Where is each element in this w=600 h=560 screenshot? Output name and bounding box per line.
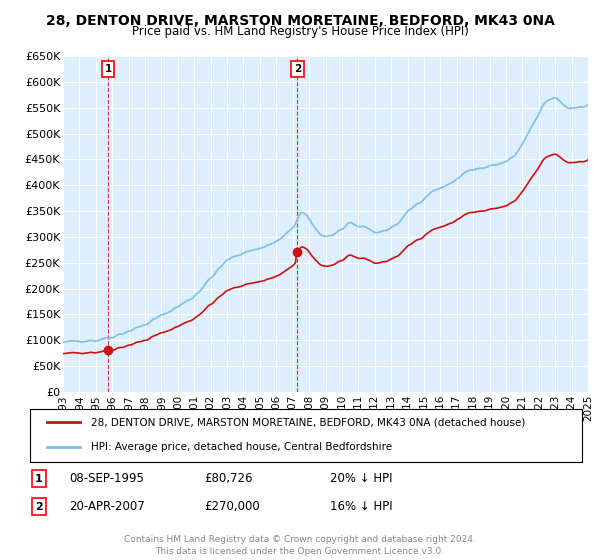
Text: 20-APR-2007: 20-APR-2007 xyxy=(69,500,145,514)
Text: 28, DENTON DRIVE, MARSTON MORETAINE, BEDFORD, MK43 0NA (detached house): 28, DENTON DRIVE, MARSTON MORETAINE, BED… xyxy=(91,417,525,427)
Text: 1: 1 xyxy=(104,64,112,74)
Text: Contains HM Land Registry data © Crown copyright and database right 2024.
This d: Contains HM Land Registry data © Crown c… xyxy=(124,535,476,556)
Text: Price paid vs. HM Land Registry's House Price Index (HPI): Price paid vs. HM Land Registry's House … xyxy=(131,25,469,38)
Text: 2: 2 xyxy=(35,502,43,512)
Text: HPI: Average price, detached house, Central Bedfordshire: HPI: Average price, detached house, Cent… xyxy=(91,442,392,452)
Text: 08-SEP-1995: 08-SEP-1995 xyxy=(69,472,144,486)
Text: 16% ↓ HPI: 16% ↓ HPI xyxy=(330,500,392,514)
Text: 28, DENTON DRIVE, MARSTON MORETAINE, BEDFORD, MK43 0NA: 28, DENTON DRIVE, MARSTON MORETAINE, BED… xyxy=(46,14,554,28)
Text: £80,726: £80,726 xyxy=(204,472,253,486)
Text: 20% ↓ HPI: 20% ↓ HPI xyxy=(330,472,392,486)
Text: £270,000: £270,000 xyxy=(204,500,260,514)
Text: 2: 2 xyxy=(294,64,301,74)
Text: 1: 1 xyxy=(35,474,43,484)
